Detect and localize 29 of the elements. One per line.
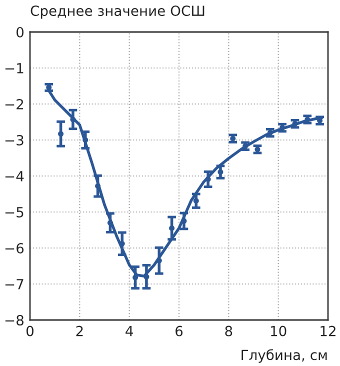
x-tick-label: 10 <box>271 326 286 336</box>
point <box>218 169 224 175</box>
y-tick-label: −1 <box>5 63 24 74</box>
point <box>107 220 113 226</box>
y-tick-label: −5 <box>5 207 24 218</box>
point <box>95 183 101 189</box>
x-tick-label: 12 <box>320 326 336 336</box>
x-tick-label: 2 <box>76 326 83 336</box>
point <box>144 274 150 280</box>
point <box>132 274 138 280</box>
x-axis-title: Глубина, см <box>242 349 327 363</box>
point <box>169 225 175 231</box>
y-tick-label: −4 <box>5 171 24 182</box>
y-tick-label: −3 <box>5 134 24 146</box>
y-tick-label: 0 <box>16 26 24 38</box>
x-tick-label: 0 <box>26 326 34 336</box>
point <box>181 218 187 224</box>
x-tick-label: 4 <box>126 326 133 336</box>
point <box>58 131 64 137</box>
y-tick-label: −6 <box>5 242 24 254</box>
point <box>82 137 88 143</box>
x-tick-label: 8 <box>225 326 232 336</box>
y-tick-label: −7 <box>5 279 24 290</box>
point <box>70 116 76 122</box>
y-axis-title: Среднее значение ОСШ <box>30 6 204 19</box>
x-tick-label: 6 <box>176 326 183 336</box>
y-tick-label: −8 <box>5 314 24 326</box>
y-tick-label: −2 <box>5 98 24 110</box>
point <box>193 198 199 204</box>
